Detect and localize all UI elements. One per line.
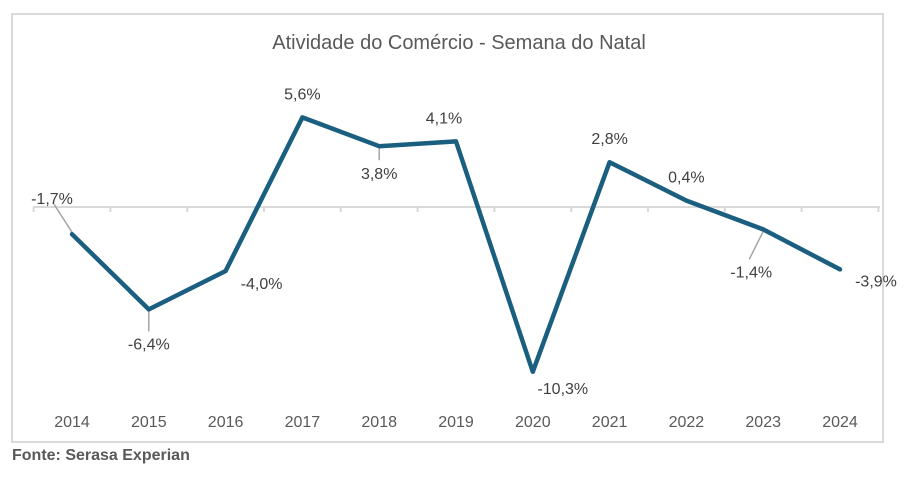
chart-frame bbox=[11, 13, 884, 443]
data-label-2024: -3,9% bbox=[855, 273, 897, 290]
x-tick-labels: 2014 2015 2016 2017 2018 2019 2020 2021 2022 2023… bbox=[54, 414, 858, 431]
x-tick-label-2021: 2021 bbox=[592, 414, 628, 431]
data-label-2020: -10,3% bbox=[537, 381, 588, 398]
series-line bbox=[69, 115, 843, 375]
data-label-2022: 0,4% bbox=[668, 170, 704, 187]
source-note: Fonte: Serasa Experian bbox=[12, 447, 190, 464]
data-label-2017: 5,6% bbox=[284, 86, 320, 103]
x-tick-label-2020: 2020 bbox=[515, 414, 551, 431]
x-tick-label-2018: 2018 bbox=[361, 414, 397, 431]
leader-line-2014 bbox=[53, 203, 73, 233]
data-label-2021: 2,8% bbox=[591, 131, 627, 148]
x-tick-label-2019: 2019 bbox=[438, 414, 474, 431]
data-labels: -1,7% -6,4% -4,0% 5,6% 3,8% 4,1% -10,3% 2,8% 0,4… bbox=[31, 86, 897, 397]
series-line-group bbox=[69, 115, 843, 375]
data-label-2015: -6,4% bbox=[128, 336, 170, 353]
x-tick-label-2015: 2015 bbox=[131, 414, 167, 431]
x-tick-label-2016: 2016 bbox=[208, 414, 244, 431]
x-axis bbox=[32, 206, 880, 212]
chart-title: Atividade do Comércio - Semana do Natal bbox=[272, 32, 646, 54]
data-label-2016: -4,0% bbox=[241, 276, 283, 293]
x-tick-label-2023: 2023 bbox=[745, 414, 781, 431]
data-label-2014: -1,7% bbox=[31, 191, 73, 208]
x-tick-label-2017: 2017 bbox=[285, 414, 321, 431]
x-tick-label-2024: 2024 bbox=[822, 414, 858, 431]
x-tick-label-2022: 2022 bbox=[669, 414, 705, 431]
data-label-2019: 4,1% bbox=[426, 110, 462, 127]
data-label-2018: 3,8% bbox=[361, 166, 397, 183]
data-label-2023: -1,4% bbox=[730, 264, 772, 281]
leader-line-2023 bbox=[748, 231, 764, 260]
leader-lines bbox=[53, 148, 764, 332]
x-tick-label-2014: 2014 bbox=[54, 414, 90, 431]
